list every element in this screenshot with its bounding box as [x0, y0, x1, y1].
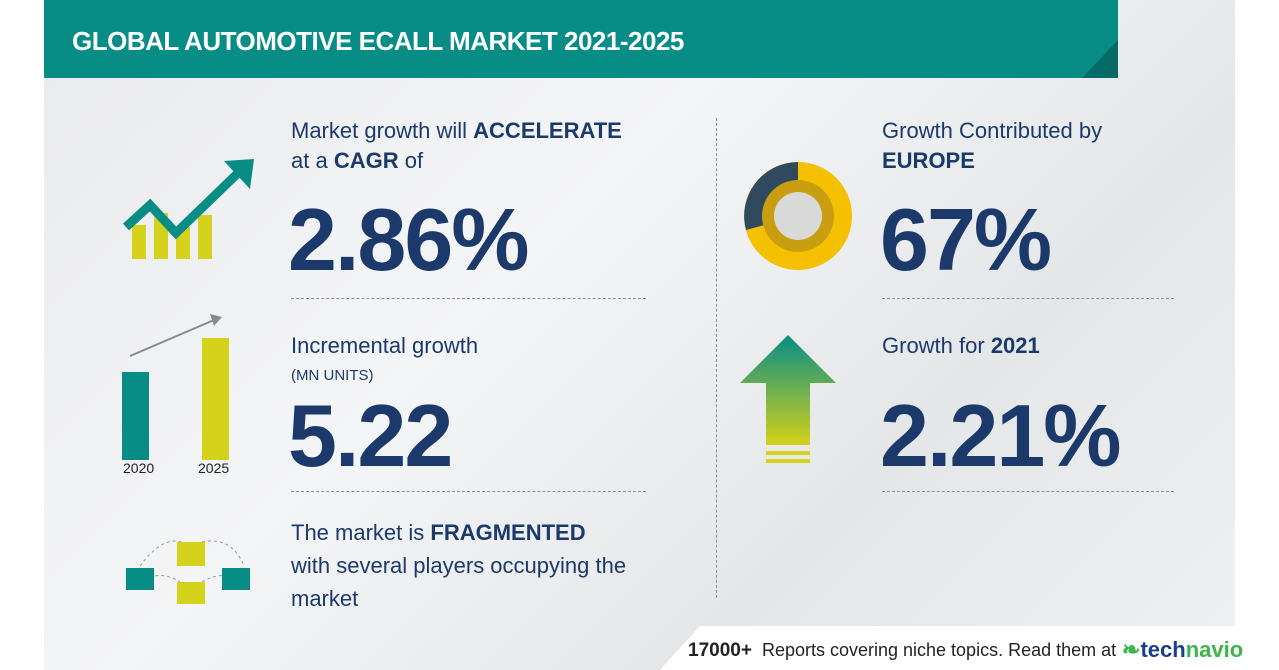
incremental-value: 5.22	[288, 386, 453, 485]
year-label: 2020	[123, 460, 155, 476]
cagr-value: 2.86%	[288, 190, 530, 289]
divider	[291, 491, 646, 492]
technavio-logo[interactable]: ❧technavio	[1122, 637, 1244, 662]
vertical-divider	[716, 118, 717, 598]
divider	[882, 298, 1174, 299]
growth-chart-icon	[122, 159, 254, 259]
year-label: 2025	[198, 460, 230, 476]
background	[44, 0, 1235, 670]
footer-bar	[660, 626, 1279, 670]
header-banner	[44, 0, 1118, 78]
page-title: GLOBAL AUTOMOTIVE ECALL MARKET 2021-2025	[72, 26, 684, 56]
buildings-icon	[126, 540, 250, 604]
banner-fold	[1082, 40, 1118, 78]
incremental-unit: (MN UNITS)	[291, 367, 374, 384]
region-value: 67%	[880, 190, 1052, 289]
region-caption: Growth Contributed by EUROPE	[882, 118, 1103, 173]
up-arrow-icon	[740, 335, 836, 463]
logo-mark-icon: ❧	[1122, 637, 1141, 662]
incremental-label: Incremental growth	[291, 333, 479, 358]
yoy-value: 2.21%	[880, 386, 1122, 485]
divider	[291, 298, 646, 299]
footer-text: 17000+ Reports covering niche topics. Re…	[688, 640, 1117, 661]
donut-chart-icon	[744, 162, 852, 270]
market-caption: The market is FRAGMENTED with several pl…	[291, 520, 627, 611]
cagr-caption: Market growth will ACCELERATE at a CAGR …	[291, 118, 622, 173]
yoy-caption: Growth for 2021	[882, 333, 1040, 358]
divider	[882, 491, 1174, 492]
bar-comparison-icon	[122, 314, 229, 460]
